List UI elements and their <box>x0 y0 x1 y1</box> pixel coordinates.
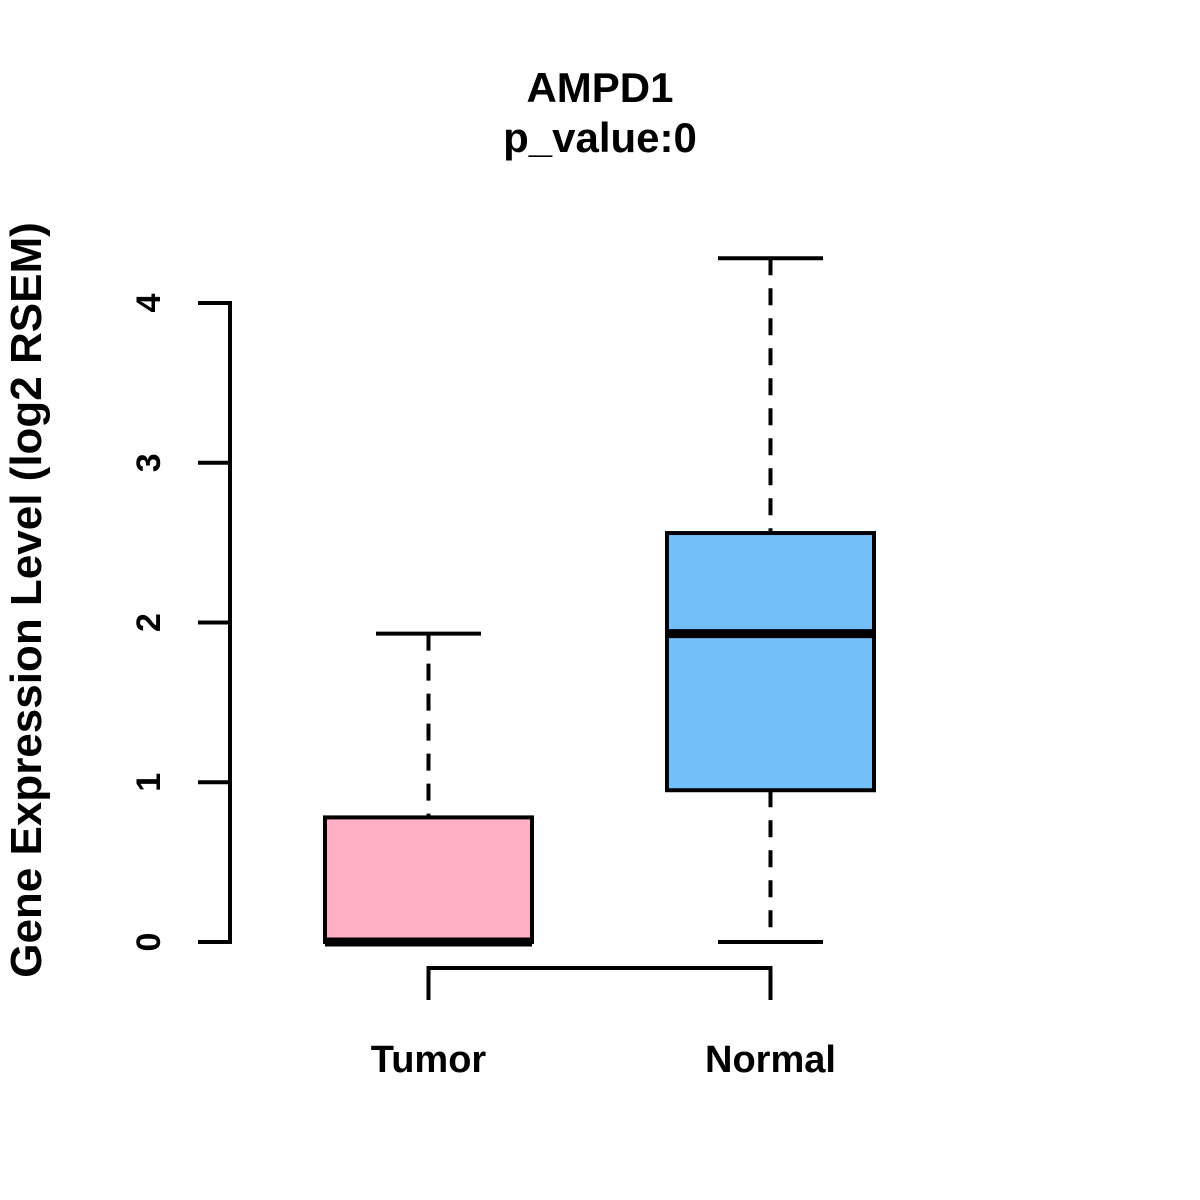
iqr-box <box>665 531 876 793</box>
chart-subtitle: p_value:0 <box>503 114 697 161</box>
y-tick-label: 2 <box>130 613 168 632</box>
iqr-box <box>323 815 534 945</box>
category-label: Tumor <box>371 1039 487 1081</box>
y-tick-label: 4 <box>130 293 168 312</box>
box-normal <box>665 256 876 944</box>
y-axis <box>198 301 232 944</box>
y-tick-label: 3 <box>130 453 168 472</box>
y-axis-tick-labels: 0 1 2 3 4 <box>130 293 168 951</box>
category-label: Normal <box>705 1039 836 1081</box>
y-tick-label: 1 <box>130 773 168 792</box>
box-tumor <box>323 631 534 947</box>
chart-title-block: AMPD1 p_value:0 <box>503 63 697 163</box>
chart-title: AMPD1 <box>526 64 674 111</box>
y-tick-label: 0 <box>130 933 168 952</box>
x-axis-bracket <box>426 966 773 1000</box>
